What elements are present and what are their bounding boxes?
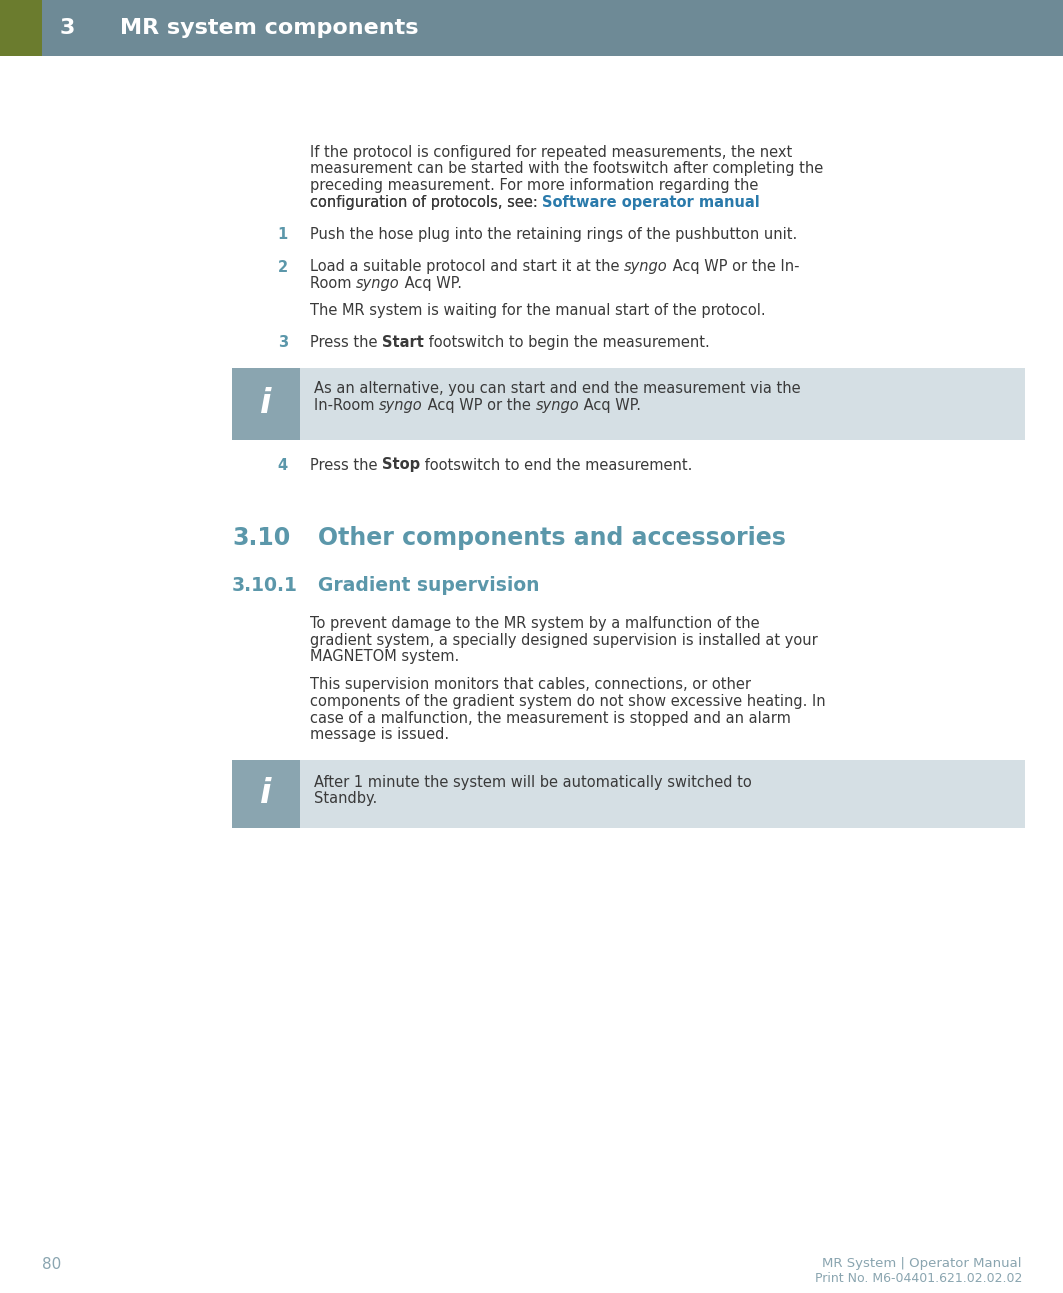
FancyBboxPatch shape xyxy=(232,759,300,828)
Text: 3: 3 xyxy=(60,18,75,37)
Text: syngo: syngo xyxy=(379,398,423,412)
Text: The MR system is waiting for the manual start of the protocol.: The MR system is waiting for the manual … xyxy=(310,303,765,318)
FancyBboxPatch shape xyxy=(232,367,300,440)
Text: After 1 minute the system will be automatically switched to: After 1 minute the system will be automa… xyxy=(314,775,752,790)
Text: Press the: Press the xyxy=(310,335,382,350)
Text: MR System | Operator Manual: MR System | Operator Manual xyxy=(823,1257,1022,1270)
Text: configuration of protocols, see:: configuration of protocols, see: xyxy=(310,194,542,209)
Text: Press the: Press the xyxy=(310,458,382,472)
Text: syngo: syngo xyxy=(356,275,400,291)
Text: Acq WP.: Acq WP. xyxy=(400,275,462,291)
Text: syngo: syngo xyxy=(624,260,668,274)
Text: MAGNETOM system.: MAGNETOM system. xyxy=(310,649,459,665)
Text: Stop: Stop xyxy=(382,458,420,472)
Text: As an alternative, you can start and end the measurement via the: As an alternative, you can start and end… xyxy=(314,381,800,397)
Text: preceding measurement. For more information regarding the: preceding measurement. For more informat… xyxy=(310,178,758,193)
Text: i: i xyxy=(260,387,272,420)
Text: Room: Room xyxy=(310,275,356,291)
FancyBboxPatch shape xyxy=(300,759,1025,828)
FancyBboxPatch shape xyxy=(300,367,1025,440)
FancyBboxPatch shape xyxy=(0,0,1063,56)
Text: In-Room: In-Room xyxy=(314,398,379,412)
Text: gradient system, a specially designed supervision is installed at your: gradient system, a specially designed su… xyxy=(310,632,817,648)
Text: case of a malfunction, the measurement is stopped and an alarm: case of a malfunction, the measurement i… xyxy=(310,710,791,725)
Text: syngo: syngo xyxy=(536,398,579,412)
Text: Acq WP.: Acq WP. xyxy=(579,398,641,412)
Text: i: i xyxy=(260,777,272,809)
Text: Push the hose plug into the retaining rings of the pushbutton unit.: Push the hose plug into the retaining ri… xyxy=(310,228,797,242)
Text: 3.10.1: 3.10.1 xyxy=(232,575,298,595)
Text: Start: Start xyxy=(382,335,424,350)
FancyBboxPatch shape xyxy=(0,0,43,56)
Text: Load a suitable protocol and start it at the: Load a suitable protocol and start it at… xyxy=(310,260,624,274)
Text: components of the gradient system do not show excessive heating. In: components of the gradient system do not… xyxy=(310,694,826,709)
Text: message is issued.: message is issued. xyxy=(310,727,450,742)
Text: Software operator manual: Software operator manual xyxy=(542,194,760,209)
Text: This supervision monitors that cables, connections, or other: This supervision monitors that cables, c… xyxy=(310,678,750,693)
Text: If the protocol is configured for repeated measurements, the next: If the protocol is configured for repeat… xyxy=(310,145,792,160)
Text: configuration of protocols, see:: configuration of protocols, see: xyxy=(310,194,542,209)
Text: 2: 2 xyxy=(277,260,288,274)
Text: 4: 4 xyxy=(277,458,288,472)
Text: Print No. M6-04401.621.02.02.02: Print No. M6-04401.621.02.02.02 xyxy=(814,1272,1022,1285)
Text: 80: 80 xyxy=(43,1257,62,1272)
Text: Other components and accessories: Other components and accessories xyxy=(318,526,786,550)
Text: MR system components: MR system components xyxy=(120,18,419,37)
Text: 1: 1 xyxy=(277,228,288,242)
Text: footswitch to end the measurement.: footswitch to end the measurement. xyxy=(420,458,693,472)
Text: 3.10: 3.10 xyxy=(232,526,290,550)
Text: To prevent damage to the MR system by a malfunction of the: To prevent damage to the MR system by a … xyxy=(310,615,760,631)
Text: Acq WP or the: Acq WP or the xyxy=(423,398,536,412)
Text: Gradient supervision: Gradient supervision xyxy=(318,575,540,595)
Text: measurement can be started with the footswitch after completing the: measurement can be started with the foot… xyxy=(310,162,823,177)
Text: Acq WP or the In-: Acq WP or the In- xyxy=(668,260,799,274)
Text: 3: 3 xyxy=(277,335,288,350)
Text: footswitch to begin the measurement.: footswitch to begin the measurement. xyxy=(424,335,710,350)
Text: Standby.: Standby. xyxy=(314,791,377,806)
